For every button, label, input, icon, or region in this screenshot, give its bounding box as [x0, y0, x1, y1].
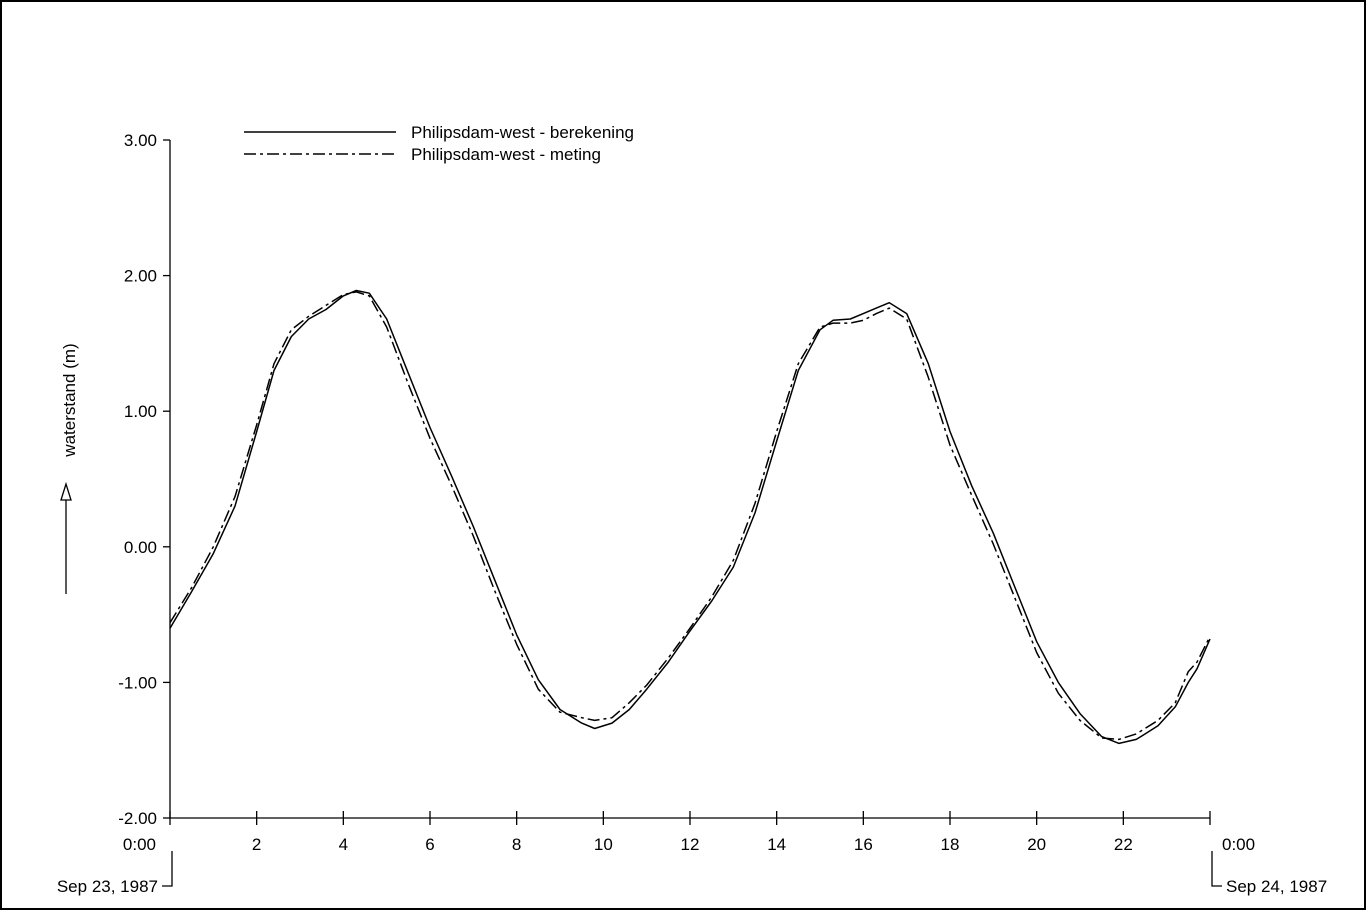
- x-tick-label: 22: [1114, 835, 1133, 854]
- y-tick-label: -1.00: [118, 673, 157, 692]
- y-axis-label: waterstand (m): [60, 343, 79, 457]
- x-tick-label: 20: [1027, 835, 1046, 854]
- x-tick-label: 16: [854, 835, 873, 854]
- y-axis-arrow-head: [60, 481, 72, 501]
- x-tick-label: 10: [594, 835, 613, 854]
- series-line-berekening: [169, 289, 1211, 745]
- y-tick-label: 1.00: [124, 402, 157, 421]
- date-end-group: Sep 24, 1987: [1211, 851, 1327, 896]
- x-tick-label: 12: [681, 835, 700, 854]
- date-start-group: Sep 23, 1987: [57, 851, 173, 896]
- x-tick-label: 6: [425, 835, 434, 854]
- x-tick-label: 2: [252, 835, 261, 854]
- date-end-label: Sep 24, 1987: [1226, 877, 1327, 896]
- x-tick-label: 0:00: [1222, 835, 1255, 854]
- series-line-meting: [169, 291, 1211, 741]
- legend-label: Philipsdam-west - meting: [411, 145, 601, 164]
- x-tick-label: 8: [512, 835, 521, 854]
- x-tick-label: 0:00: [123, 835, 156, 854]
- date-start-label: Sep 23, 1987: [57, 877, 158, 896]
- x-tick-label: 18: [941, 835, 960, 854]
- axes: 3.00 2.00 1.00 0.00 -1.00 -2.00 0:00 2 4 6 8 10 12 14…: [118, 131, 1255, 854]
- x-tick-label: 14: [767, 835, 786, 854]
- series-layer: [169, 289, 1211, 745]
- x-tick-label: 4: [339, 835, 348, 854]
- y-axis-label-group: waterstand (m): [60, 343, 79, 594]
- date-end-bracket: [1211, 851, 1222, 887]
- y-tick-label: 0.00: [124, 538, 157, 557]
- legend-label: Philipsdam-west - berekening: [411, 123, 634, 142]
- date-start-bracket: [162, 851, 173, 887]
- y-tick-label: -2.00: [118, 809, 157, 828]
- y-tick-label: 3.00: [124, 131, 157, 150]
- legend: Philipsdam-west - berekening Philipsdam-w…: [244, 123, 634, 164]
- y-tick-label: 2.00: [124, 267, 157, 286]
